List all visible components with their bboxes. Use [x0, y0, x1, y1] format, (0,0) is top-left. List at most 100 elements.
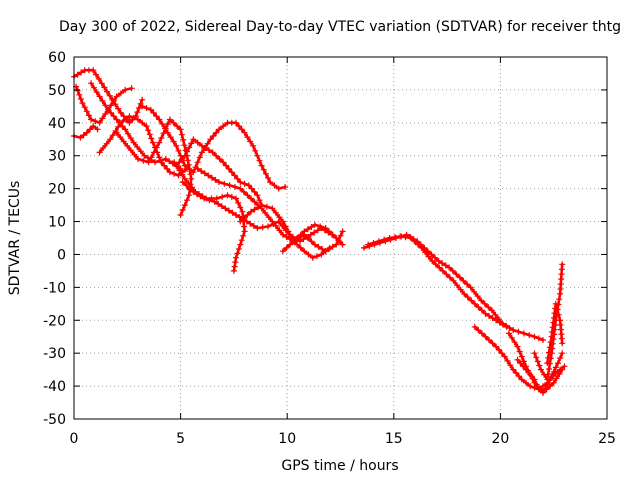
data-point	[546, 349, 552, 356]
data-point	[174, 123, 180, 130]
data-point	[493, 317, 500, 324]
data-point	[117, 119, 124, 126]
data-point	[190, 188, 197, 195]
data-point	[184, 148, 190, 155]
data-point	[247, 220, 254, 227]
data-point	[339, 241, 346, 248]
data-point	[147, 106, 154, 113]
data-point	[308, 224, 315, 230]
data-point	[435, 258, 442, 264]
data-point	[77, 96, 84, 102]
data-point	[294, 241, 301, 248]
data-point	[544, 360, 551, 367]
data-point	[311, 241, 318, 248]
data-point	[131, 151, 138, 158]
data-point	[101, 84, 108, 91]
data-point	[128, 85, 135, 92]
data-point	[254, 152, 261, 159]
data-point	[166, 116, 173, 123]
data-point	[110, 97, 117, 104]
data-point	[237, 204, 244, 211]
data-point	[145, 159, 152, 166]
data-point	[322, 225, 329, 232]
y-tick-label: -50	[43, 412, 66, 428]
data-point	[498, 350, 505, 357]
data-point	[534, 358, 541, 365]
data-point	[115, 105, 122, 112]
data-point	[559, 261, 566, 268]
data-point	[333, 241, 340, 248]
data-point	[233, 254, 239, 261]
data-point	[517, 360, 524, 367]
data-point	[551, 310, 558, 317]
data-point	[206, 147, 212, 154]
data-point	[117, 134, 124, 141]
data-point	[190, 136, 197, 143]
data-point	[252, 147, 259, 154]
data-point	[439, 260, 446, 267]
data-point	[505, 330, 512, 337]
data-point	[162, 125, 168, 132]
data-point	[186, 192, 193, 199]
data-point	[108, 102, 114, 109]
series-track-15	[361, 231, 546, 343]
data-point	[167, 134, 174, 141]
series-line	[181, 180, 334, 243]
data-point	[304, 235, 311, 241]
data-point	[201, 170, 208, 177]
data-point	[188, 175, 195, 182]
data-point	[510, 327, 517, 334]
data-point	[164, 129, 171, 136]
data-point	[432, 254, 438, 261]
data-point	[103, 140, 110, 147]
data-point	[314, 227, 321, 234]
data-point	[457, 286, 464, 293]
data-point	[272, 222, 279, 229]
data-point	[446, 274, 453, 281]
data-point	[478, 297, 485, 304]
data-point	[198, 168, 205, 175]
data-point	[536, 362, 543, 369]
series-track-8	[173, 136, 265, 209]
data-point	[221, 180, 228, 187]
data-point	[161, 162, 168, 169]
data-point	[461, 290, 468, 297]
data-point	[186, 144, 193, 151]
data-point	[122, 86, 129, 93]
data-point	[489, 315, 496, 322]
data-point	[523, 363, 529, 370]
y-tick-label: 40	[48, 116, 66, 132]
data-point	[546, 366, 552, 372]
data-point	[120, 138, 127, 145]
data-point	[93, 89, 100, 96]
data-point	[223, 162, 230, 169]
data-point	[556, 371, 563, 377]
data-point	[181, 152, 188, 159]
data-point	[279, 218, 286, 225]
data-point	[216, 179, 222, 186]
x-tick-label: 20	[491, 431, 509, 447]
data-point	[507, 362, 514, 369]
data-point	[74, 71, 81, 78]
y-tick-label: 20	[48, 182, 66, 198]
axes: 0 5 10 15 20 25 60 50 40 30 20 10 0 -10 -20 -30 -40 -50	[43, 50, 616, 447]
data-point	[255, 204, 262, 211]
data-point	[193, 191, 200, 198]
data-point	[231, 172, 238, 179]
data-point	[215, 201, 222, 207]
data-point	[194, 159, 201, 166]
y-tick-label: 30	[48, 149, 66, 165]
data-point	[485, 304, 492, 311]
data-point	[540, 389, 546, 396]
x-tick-label: 10	[278, 431, 296, 447]
data-point	[443, 271, 450, 278]
data-point	[201, 195, 208, 202]
series-layer	[71, 67, 568, 396]
data-point	[100, 145, 107, 151]
data-point	[228, 193, 235, 200]
data-point	[475, 304, 482, 311]
data-point	[235, 246, 242, 252]
data-point	[256, 197, 263, 204]
data-point	[414, 238, 421, 245]
